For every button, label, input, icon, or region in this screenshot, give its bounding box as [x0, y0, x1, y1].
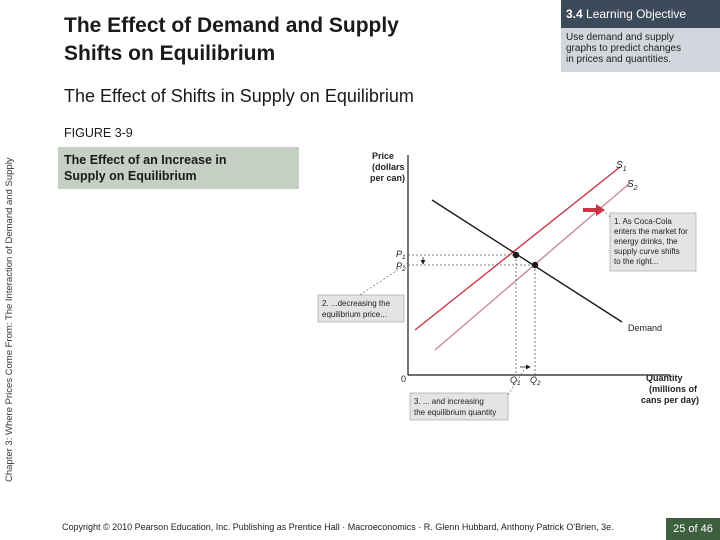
note1-line2: enters the market for: [614, 227, 688, 236]
note1-line1: 1. As Coca-Cola: [614, 217, 672, 226]
section-title: The Effect of Shifts in Supply on Equili…: [64, 86, 414, 106]
q1-label: Q1: [510, 375, 521, 387]
slide-title: The Effect of Demand and Supply Shifts o…: [64, 12, 484, 68]
equilibrium-point-2: [531, 261, 539, 269]
figure-caption: The Effect of an Increase in Supply on E…: [58, 147, 299, 189]
slide-title-line2: Shifts on Equilibrium: [64, 42, 276, 65]
slide-title-line1: The Effect of Demand and Supply: [64, 14, 399, 37]
chapter-side-label: Chapter 3: Where Prices Come From: The I…: [4, 157, 15, 482]
learning-objective-box: 3.4 Learning Objective Use demand and su…: [561, 0, 720, 72]
note3-line2: the equilibrium quantity: [414, 408, 496, 417]
note1-line5: to the right...: [614, 257, 658, 266]
objective-number: 3.4: [566, 7, 583, 21]
demand-curve: [431, 199, 623, 323]
objective-text-line2: graphs to predict changes: [566, 43, 682, 54]
figure-caption-line2: Supply on Equilibrium: [64, 169, 197, 183]
p2-label: P2: [396, 261, 406, 273]
objective-label: Learning Objective: [586, 7, 687, 21]
note2-connector: [359, 262, 409, 296]
objective-text: Use demand and supply graphs to predict …: [566, 32, 716, 65]
note1-line4: supply curve shifts: [614, 247, 680, 256]
x-axis-title-line1: Quantity: [646, 373, 683, 383]
note1-connector: [603, 210, 611, 218]
y-axis-title-line1: Price: [372, 151, 394, 161]
figure-caption-line1: The Effect of an Increase in: [64, 153, 227, 167]
equilibrium-point-1: [512, 251, 520, 259]
supply-curve-s1: [414, 166, 621, 331]
objective-text-line1: Use demand and supply: [566, 32, 674, 43]
note3-connector: [507, 369, 525, 396]
s1-label: S1: [616, 160, 627, 173]
page-number: 25 of 46: [666, 518, 720, 540]
figure-label: FIGURE 3-9: [64, 126, 133, 140]
origin-label: 0: [401, 374, 406, 384]
x-axis-title-line3: cans per day): [641, 395, 699, 405]
copyright-footer: Copyright © 2010 Pearson Education, Inc.…: [62, 522, 614, 532]
note2-box: [317, 294, 405, 323]
note2-line1: 2. ...decreasing the: [322, 299, 391, 308]
note1-box: [609, 212, 697, 272]
note3-line1: 3. ... and increasing: [414, 397, 484, 406]
objective-text-line3: in prices and quantities.: [566, 54, 672, 65]
demand-label: Demand: [628, 323, 662, 333]
supply-shift-arrow: [583, 204, 605, 216]
q2-label: Q2: [530, 375, 541, 387]
x-axis-title-line2: (millions of: [649, 384, 698, 394]
y-axis-title-line2: (dollars: [372, 162, 405, 172]
y-axis-title-line3: per can): [370, 173, 405, 183]
note2-line2: equilibrium price...: [322, 310, 387, 319]
p1-label: P1: [396, 249, 406, 261]
learning-objective-header: 3.4 Learning Objective: [561, 0, 720, 28]
note1-line3: energy drinks, the: [614, 237, 678, 246]
note3-box: [409, 392, 509, 421]
supply-demand-graph: Price (dollars per can) Quantity (millio…: [317, 151, 699, 421]
s2-label: S2: [627, 179, 638, 192]
